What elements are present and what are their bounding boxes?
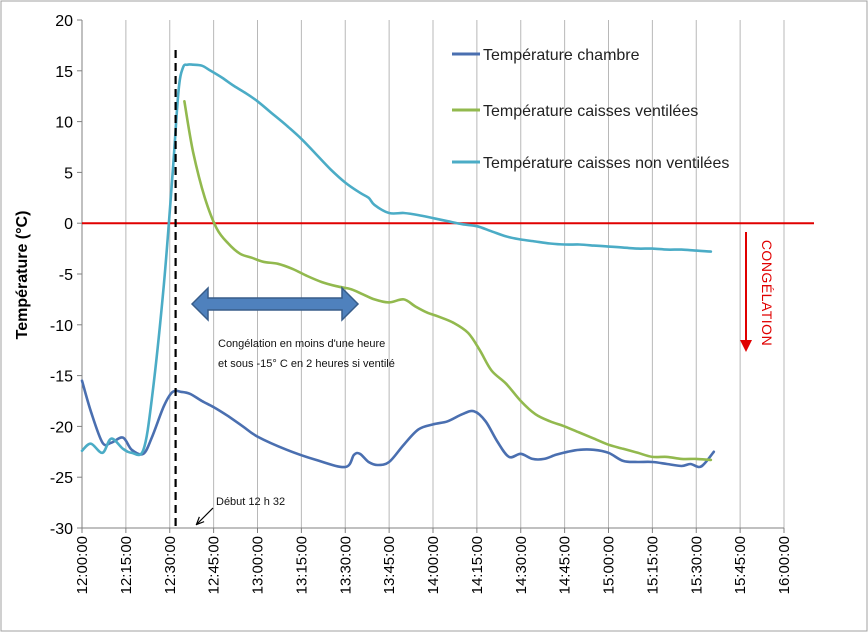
series-line-caisses-non-ventilees [80, 63, 713, 457]
axes [77, 19, 785, 533]
arrow-note-line1: Congélation en moins d'une heure [218, 338, 385, 350]
gridlines [125, 20, 785, 528]
x-tick-label: 12:15:00 [118, 536, 135, 594]
x-tick-label: 12:00:00 [74, 536, 91, 594]
x-tick-label: 12:30:00 [162, 536, 179, 594]
x-tick-label: 13:45:00 [381, 536, 398, 594]
y-tick-label: 10 [55, 115, 73, 132]
y-tick-label: 20 [55, 13, 73, 30]
y-tick-label: 5 [64, 165, 73, 182]
annotations: Congélation en moins d'une heure et sous … [174, 50, 775, 528]
duration-double-arrow [190, 286, 360, 322]
legend: Température chambre Température caisses v… [452, 47, 729, 172]
x-tick-label: 14:45:00 [557, 536, 574, 594]
x-tick-label: 12:45:00 [206, 536, 223, 594]
x-tick-label: 15:45:00 [732, 536, 749, 594]
x-tick-label: 14:30:00 [513, 536, 530, 594]
y-tick-label: -30 [50, 521, 73, 538]
legend-label: Température caisses ventilées [483, 103, 698, 120]
arrow-note-line2: et sous -15° C en 2 heures si ventilé [218, 358, 395, 370]
x-tick-label: 13:30:00 [337, 536, 354, 594]
series-lines [80, 63, 716, 469]
y-tick-label: -15 [50, 369, 73, 386]
y-tick-label: 0 [64, 216, 73, 233]
x-tick-label: 13:00:00 [250, 536, 267, 594]
legend-label: Température caisses non ventilées [483, 155, 729, 172]
x-axis-ticks: 12:00:00 12:15:00 12:30:00 12:45:00 13:00:00… [74, 536, 793, 594]
start-label: Début 12 h 32 [216, 496, 285, 508]
x-tick-label: 14:15:00 [469, 536, 486, 594]
freeze-label: CONGÉLATION [759, 240, 775, 346]
x-tick-label: 15:00:00 [601, 536, 618, 594]
y-tick-label: -10 [50, 318, 73, 335]
y-tick-label: 15 [55, 64, 73, 81]
x-tick-label: 16:00:00 [776, 536, 793, 594]
y-tick-label: -25 [50, 470, 73, 487]
y-tick-label: -20 [50, 419, 73, 436]
x-tick-label: 15:30:00 [688, 536, 705, 594]
y-tick-label: -5 [59, 267, 73, 284]
start-label-pointer [197, 507, 214, 524]
y-axis-ticks: 20 15 10 5 0 -5 -10 -15 -20 -25 -30 [50, 13, 73, 538]
series-line-caisses-ventilees [183, 100, 713, 462]
y-axis-label: Température (°C) [14, 211, 31, 340]
legend-label: Température chambre [483, 47, 640, 64]
x-tick-label: 14:00:00 [425, 536, 442, 594]
x-tick-label: 15:15:00 [644, 536, 661, 594]
series-line-chambre [80, 379, 716, 469]
x-tick-label: 13:15:00 [293, 536, 310, 594]
